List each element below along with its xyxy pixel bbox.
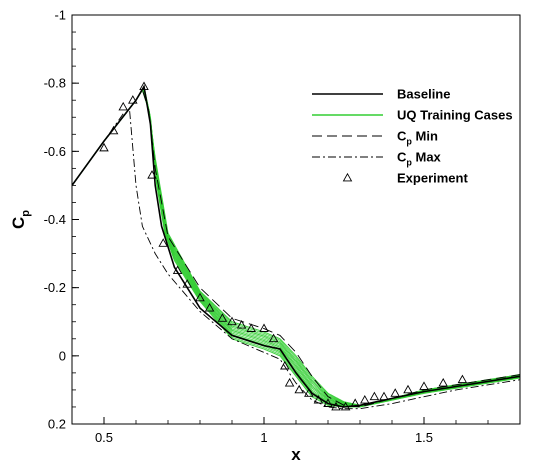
legend-entry: Baseline [312,87,450,102]
legend-marker-triangle [342,172,353,182]
legend-entry: Cp Min [312,129,438,147]
experiment-point [259,323,269,332]
legend-entry: Cp Max [312,150,442,168]
experiment-point [284,377,295,387]
y-tick-label: -1 [54,8,66,23]
experiment-point [390,388,400,397]
x-axis-title: x [291,445,301,464]
experiment-point [246,323,256,332]
experiment-point [118,101,128,111]
legend: Baseline UQ Training Cases Cp Min Cp Max Exp… [312,87,513,186]
series-cp-max [72,109,520,410]
experiment-point [147,170,157,179]
experiment-point [304,388,314,397]
series-baseline [72,84,520,408]
experiment-point [360,395,370,404]
experiment-point [294,384,304,394]
experiment-point [268,333,279,343]
plot-area [72,81,520,411]
x-tick-label: 0.5 [95,430,113,445]
experiment-point [172,265,183,275]
experiment-point [379,391,389,401]
y-tick-label: 0 [59,348,66,363]
experiment-point [419,381,429,390]
x-tick-label: 1.5 [415,430,433,445]
y-tick-label: -0.6 [44,144,66,159]
experiment-point [227,316,237,326]
experiment-point [313,395,324,404]
experiment-point [139,81,149,90]
uq-training-curve [72,88,520,406]
experiment-point [350,398,360,407]
legend-entry: Experiment [342,171,468,186]
y-tick-label: 0.2 [48,417,66,432]
experiment-point [340,401,351,411]
experiment-point [457,374,468,384]
legend-label: Cp Max [397,150,442,168]
legend-entry: UQ Training Cases [312,108,513,123]
axes: -1 -0.8 -0.6 -0.4 -0.2 0 0.2 0.5 1 1.5 x Cp [9,8,521,464]
legend-label: UQ Training Cases [397,108,513,123]
uq-training-curve [72,89,520,407]
experiment-point [204,302,215,312]
experiment-point [128,95,138,104]
x-tick-label: 1 [260,430,267,445]
series-cp-min [72,88,520,408]
experiment-point [438,377,448,387]
experiment-point [369,391,380,401]
uq-training-curve [72,88,520,407]
experiment-point [331,401,341,411]
experiment-point [217,313,228,322]
experiment-point [323,398,333,407]
experiment-point [99,142,109,152]
experiment-point [236,320,247,329]
experiment-point [403,384,413,394]
legend-label: Cp Min [397,129,438,147]
y-tick-label: -0.4 [44,212,66,227]
experiment-point [182,279,192,288]
y-tick-label: -0.8 [44,76,66,91]
experiment-point [158,238,168,247]
legend-label: Baseline [397,87,450,102]
y-axis-title: Cp [9,210,32,229]
y-tick-label: -0.2 [44,280,66,295]
legend-label: Experiment [397,171,468,186]
experiment-point [195,292,205,302]
uq-training-curve [72,89,520,407]
experiment-point [280,360,290,370]
experiment-point [108,125,119,135]
